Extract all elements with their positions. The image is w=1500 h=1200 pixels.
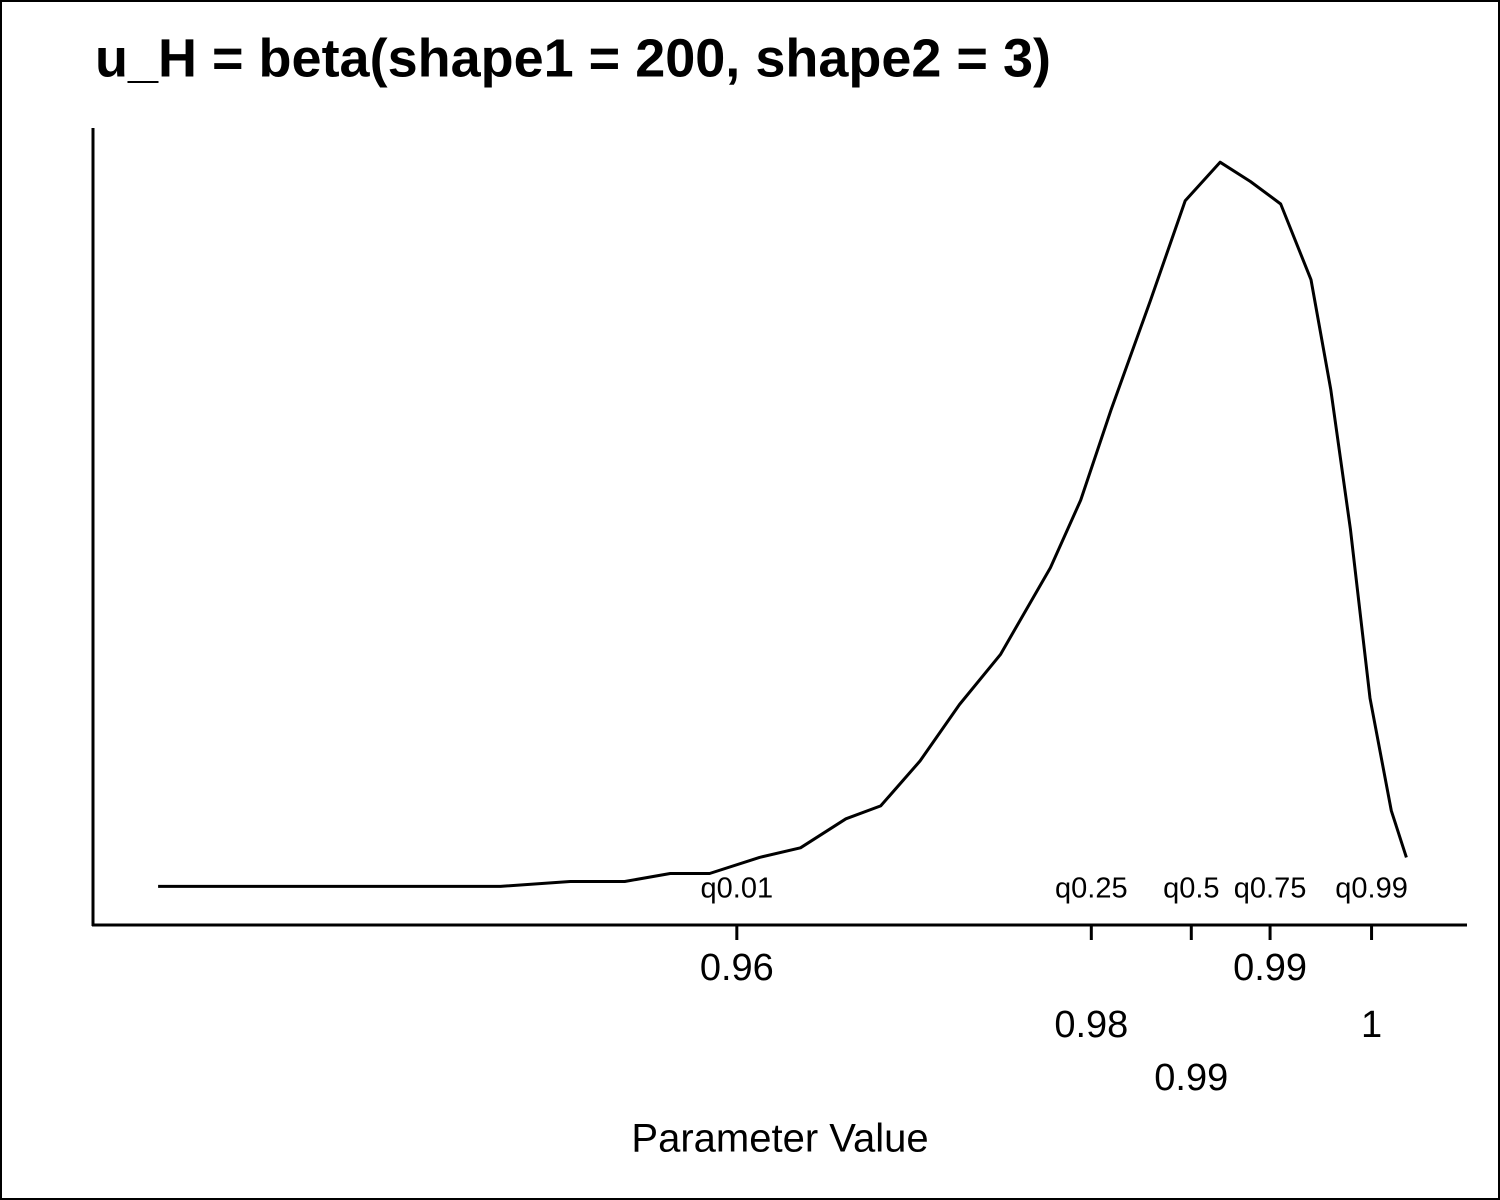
x-axis-label: Parameter Value xyxy=(631,1117,928,1161)
quantile-label: q0.01 xyxy=(701,873,774,905)
x-tick-label: 0.98 xyxy=(1054,1004,1128,1046)
chart-title: u_H = beta(shape1 = 200, shape2 = 3) xyxy=(95,28,1051,88)
x-tick-label: 0.96 xyxy=(700,947,774,989)
quantile-label: q0.99 xyxy=(1335,873,1408,905)
x-tick-label: 0.99 xyxy=(1154,1057,1228,1099)
x-tick-label: 1 xyxy=(1361,1004,1382,1046)
x-tick-label: 0.99 xyxy=(1233,947,1307,989)
quantile-label: q0.5 xyxy=(1163,873,1219,905)
quantile-label: q0.75 xyxy=(1234,873,1307,905)
quantile-label: q0.25 xyxy=(1055,873,1128,905)
density-line xyxy=(158,160,1408,888)
